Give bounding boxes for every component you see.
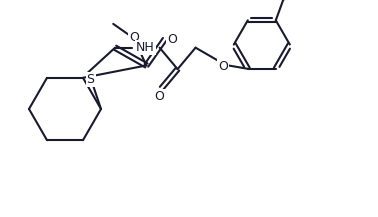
Text: NH: NH <box>136 41 155 54</box>
Text: S: S <box>87 74 94 86</box>
Text: O: O <box>129 31 139 44</box>
Text: O: O <box>167 33 177 46</box>
Text: O: O <box>155 90 164 103</box>
Text: O: O <box>218 60 228 73</box>
